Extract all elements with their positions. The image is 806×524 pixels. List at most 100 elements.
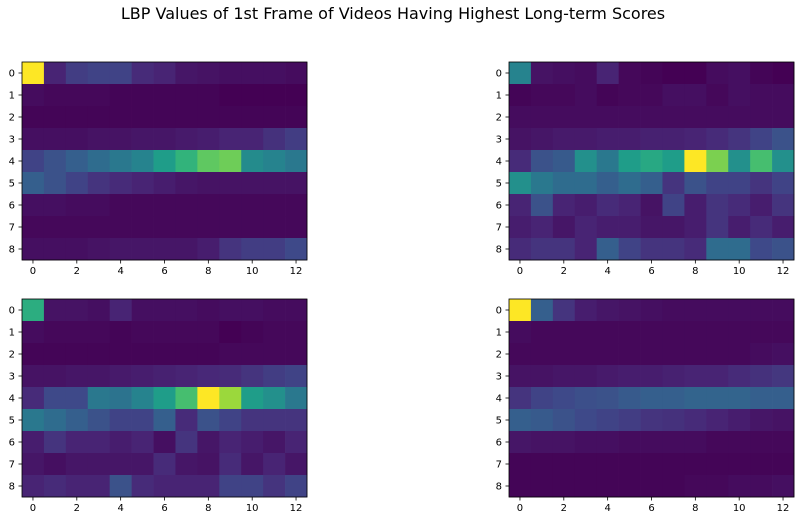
- heatmap-cell: [750, 62, 773, 85]
- heatmap-cell: [618, 365, 641, 388]
- heatmap-cell: [662, 299, 685, 322]
- heatmap-cell: [640, 321, 663, 344]
- heatmap-cell: [662, 431, 685, 454]
- heatmap-cell: [706, 387, 729, 410]
- heatmap-cell: [263, 453, 286, 476]
- heatmap-cell: [684, 343, 707, 366]
- heatmap-cell: [219, 365, 242, 388]
- heatmap-cell: [43, 106, 67, 129]
- heatmap-cell: [175, 106, 198, 129]
- heatmap-cell: [684, 216, 707, 239]
- heatmap-cell: [618, 216, 641, 239]
- heatmap-cell: [552, 194, 576, 217]
- x-tick-label: 6: [161, 266, 167, 277]
- heatmap-cell: [263, 150, 286, 173]
- heatmap-cell: [552, 453, 576, 476]
- heatmap-cell: [574, 431, 598, 454]
- y-tick-label: 2: [496, 113, 502, 124]
- heatmap-cell: [153, 321, 176, 344]
- heatmap-cell: [241, 387, 264, 410]
- heatmap-cell: [175, 299, 198, 322]
- heatmap-cell: [43, 343, 67, 366]
- heatmap-cell: [109, 299, 132, 322]
- heatmap-cell: [22, 343, 45, 366]
- heatmap-cell: [728, 84, 751, 107]
- heatmap-cell: [772, 150, 795, 173]
- heatmap-cell: [197, 238, 220, 261]
- y-tick-label: 5: [496, 179, 502, 190]
- heatmap-cell: [684, 84, 707, 107]
- heatmap-cell: [772, 343, 795, 366]
- figure-suptitle: LBP Values of 1st Frame of Videos Having…: [121, 4, 665, 23]
- heatmap-cell: [530, 172, 554, 195]
- heatmap-cell: [728, 475, 751, 498]
- x-tick-label: 10: [733, 503, 746, 514]
- heatmap-cell: [530, 299, 554, 322]
- heatmap-cell: [197, 62, 220, 85]
- heatmap-cell: [728, 238, 751, 261]
- heatmap-cell: [43, 453, 67, 476]
- heatmap-cell: [263, 238, 286, 261]
- x-tick-label: 8: [205, 503, 211, 514]
- heatmap-cell: [65, 387, 89, 410]
- heatmap-cell: [241, 431, 264, 454]
- heatmap-cell: [509, 431, 532, 454]
- heatmap-cell: [219, 150, 242, 173]
- heatmap-cell: [219, 84, 242, 107]
- heatmap-cell: [65, 321, 89, 344]
- heatmap-cell: [197, 216, 220, 239]
- heatmap-cell: [153, 365, 176, 388]
- heatmap-cell: [640, 62, 663, 85]
- heatmap-cell: [175, 409, 198, 432]
- heatmap-cell: [728, 387, 751, 410]
- heatmap-cell: [175, 365, 198, 388]
- heatmap-cell: [87, 343, 111, 366]
- heatmap-cell: [750, 409, 773, 432]
- heatmap-cell: [728, 453, 751, 476]
- heatmap-cell: [65, 172, 89, 195]
- heatmap-cell: [772, 387, 795, 410]
- heatmap-cell: [750, 387, 773, 410]
- heatmap-cell: [43, 431, 67, 454]
- heatmap-cell: [750, 216, 773, 239]
- heatmap-cell: [285, 194, 308, 217]
- heatmap-cell: [574, 150, 598, 173]
- x-tick-label: 6: [648, 503, 654, 514]
- heatmap-cell: [219, 387, 242, 410]
- heatmap-cell: [618, 431, 641, 454]
- heatmap-cell: [22, 128, 45, 151]
- heatmap-cell: [640, 216, 663, 239]
- heatmap-cell: [87, 150, 111, 173]
- heatmap-cell: [175, 343, 198, 366]
- heatmap-cell: [153, 106, 176, 129]
- heatmap-cell: [728, 431, 751, 454]
- y-tick-label: 1: [9, 91, 15, 102]
- heatmap-cell: [263, 128, 286, 151]
- heatmap-cell: [153, 387, 176, 410]
- y-tick-label: 6: [496, 438, 502, 449]
- heatmap-cell: [509, 475, 532, 498]
- heatmap-cell: [285, 387, 308, 410]
- heatmap-cell: [640, 238, 663, 261]
- heatmap-cell: [153, 343, 176, 366]
- heatmap-cell: [43, 84, 67, 107]
- heatmap-cell: [750, 106, 773, 129]
- heatmap-cell: [596, 475, 619, 498]
- heatmap-cell: [684, 475, 707, 498]
- heatmap-cell: [684, 453, 707, 476]
- y-tick-label: 8: [9, 482, 15, 493]
- heatmap-cell: [618, 475, 641, 498]
- heatmap-cell: [552, 84, 576, 107]
- heatmap-cell: [728, 194, 751, 217]
- heatmap-cell: [574, 365, 598, 388]
- heatmap-cell: [109, 387, 132, 410]
- heatmap-cell: [109, 431, 132, 454]
- heatmap-cell: [43, 194, 67, 217]
- x-tick-label: 10: [733, 266, 746, 277]
- heatmap-cell: [596, 409, 619, 432]
- heatmap-cell: [241, 321, 264, 344]
- heatmap-cell: [131, 106, 154, 129]
- heatmap-cell: [87, 365, 111, 388]
